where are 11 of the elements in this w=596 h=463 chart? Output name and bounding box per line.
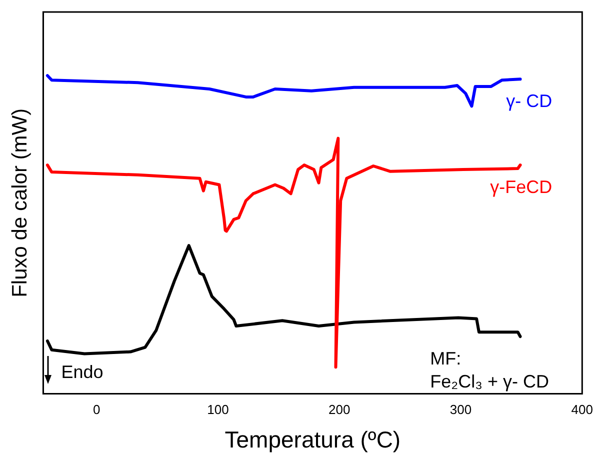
x-tick-label: 100: [207, 402, 229, 418]
series-label: γ- CD: [506, 91, 552, 112]
x-tick-label: 0: [92, 402, 100, 418]
series-label: γ-FeCD: [490, 177, 552, 198]
annotation: Endo: [61, 362, 104, 382]
y-axis-title: Fluxo de calor (mW): [8, 108, 32, 298]
x-tick-label: 400: [571, 402, 594, 418]
x-axis-title: Temperatura (ºC): [224, 426, 401, 453]
series-label: MF: Fe₂Cl₃ + γ- CD: [430, 348, 549, 392]
x-tick-label: 200: [328, 402, 350, 418]
x-tick-label: 300: [450, 402, 472, 418]
